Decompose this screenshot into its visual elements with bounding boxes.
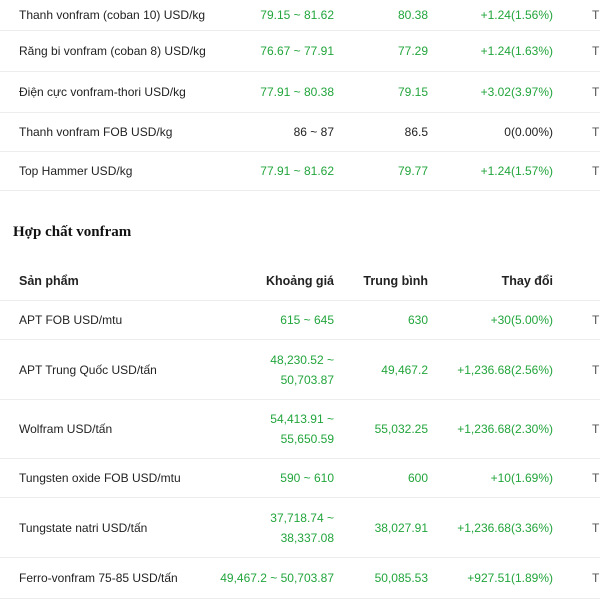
average-price: 38,027.91	[374, 520, 428, 535]
price-change: +1.24(1.63%)	[480, 44, 553, 58]
average-price: 600	[407, 471, 428, 485]
price-change: +30(5.00%)	[490, 313, 553, 327]
table-row[interactable]: APT FOB USD/mtu 615 ~ 645 630 +30(5.00%)…	[0, 301, 600, 340]
truncated-column: T	[592, 44, 600, 58]
product-name: Ferro-vonfram 75-85 USD/tấn	[19, 571, 178, 585]
price-range: 37,718.74 ~ 38,337.08	[270, 508, 334, 548]
table-row[interactable]: Điện cực vonfram-thori USD/kg 77.91 ~ 80…	[0, 72, 600, 113]
truncated-column: T	[592, 125, 600, 139]
truncated-column: T	[592, 8, 600, 22]
truncated-column: T	[592, 520, 600, 535]
section-title: Hợp chất vonfram	[13, 224, 132, 240]
price-range: 77.91 ~ 80.38	[260, 85, 334, 99]
table-row[interactable]: Ferro-vonfram 75-85 USD/tấn 49,467.2 ~ 5…	[0, 558, 600, 599]
price-change: +3.02(3.97%)	[480, 85, 553, 99]
price-change: 0(0.00%)	[504, 125, 553, 139]
price-change: +927.51(1.89%)	[467, 571, 553, 585]
column-header-change: Thay đổi	[501, 274, 553, 288]
price-range-line1: 37,718.74 ~	[270, 510, 334, 525]
product-name: APT Trung Quốc USD/tấn	[19, 362, 157, 377]
price-change: +10(1.69%)	[490, 471, 553, 485]
truncated-column: T	[592, 362, 600, 377]
average-price: 49,467.2	[381, 362, 428, 377]
product-name: Thanh vonfram (coban 10) USD/kg	[19, 8, 206, 22]
price-range: 48,230.52 ~ 50,703.87	[270, 350, 334, 390]
average-price: 80.38	[397, 8, 428, 22]
table-header: Sản phẩm Khoảng giá Trung bình Thay đổi	[0, 262, 600, 301]
table-row[interactable]: Thanh vonfram (coban 10) USD/kg 79.15 ~ …	[0, 0, 600, 31]
product-name: APT FOB USD/mtu	[19, 313, 123, 327]
product-name: Tungsten oxide FOB USD/mtu	[19, 471, 181, 485]
price-change: +1,236.68(2.56%)	[457, 362, 553, 377]
price-range-line2: 50,703.87	[280, 372, 334, 387]
price-range: 590 ~ 610	[280, 471, 334, 485]
table-row[interactable]: Top Hammer USD/kg 77.91 ~ 81.62 79.77 +1…	[0, 152, 600, 191]
price-range-line2: 55,650.59	[280, 432, 334, 446]
price-change: +1,236.68(2.30%)	[457, 422, 553, 436]
price-range: 79.15 ~ 81.62	[260, 8, 334, 22]
table-row[interactable]: Tungsten oxide FOB USD/mtu 590 ~ 610 600…	[0, 459, 600, 498]
product-name: Top Hammer USD/kg	[19, 164, 133, 178]
average-price: 79.77	[397, 164, 428, 178]
average-price: 86.5	[404, 125, 428, 139]
truncated-column: T	[592, 471, 600, 485]
price-range: 615 ~ 645	[280, 313, 334, 327]
truncated-column: T	[592, 422, 600, 436]
price-range-line1: 48,230.52 ~	[270, 352, 334, 367]
product-name: Tungstate natri USD/tấn	[19, 520, 148, 535]
table-row[interactable]: APT Trung Quốc USD/tấn 48,230.52 ~ 50,70…	[0, 340, 600, 400]
product-name: Răng bi vonfram (coban 8) USD/kg	[19, 44, 206, 58]
column-header-product: Sản phẩm	[19, 274, 79, 288]
price-range: 77.91 ~ 81.62	[260, 164, 334, 178]
product-name: Wolfram USD/tấn	[19, 422, 113, 436]
truncated-column: T	[592, 85, 600, 99]
average-price: 630	[407, 313, 428, 327]
average-price: 50,085.53	[374, 571, 428, 585]
price-range: 49,467.2 ~ 50,703.87	[220, 571, 334, 585]
table-row[interactable]: Thanh vonfram FOB USD/kg 86 ~ 87 86.5 0(…	[0, 113, 600, 152]
truncated-column: T	[592, 313, 600, 327]
price-range-line2: 38,337.08	[280, 530, 334, 545]
average-price: 79.15	[397, 85, 428, 99]
table-row[interactable]: Wolfram USD/tấn 54,413.91 ~ 55,650.59 55…	[0, 400, 600, 459]
column-header-range: Khoảng giá	[265, 274, 334, 288]
average-price: 55,032.25	[374, 422, 428, 436]
truncated-column: T	[592, 164, 600, 178]
price-range: 76.67 ~ 77.91	[260, 44, 334, 58]
average-price: 77.29	[397, 44, 428, 58]
price-change: +1.24(1.57%)	[480, 164, 553, 178]
product-name: Điện cực vonfram-thori USD/kg	[19, 85, 186, 99]
price-range-line1: 54,413.91 ~	[270, 412, 334, 426]
price-change: +1.24(1.56%)	[480, 8, 553, 22]
price-range: 54,413.91 ~ 55,650.59	[270, 409, 334, 449]
price-change: +1,236.68(3.36%)	[457, 520, 553, 535]
table-row[interactable]: Tungstate natri USD/tấn 37,718.74 ~ 38,3…	[0, 498, 600, 558]
truncated-column: T	[592, 571, 600, 585]
column-header-average: Trung bình	[363, 274, 428, 288]
price-range: 86 ~ 87	[293, 125, 334, 139]
table-row[interactable]: Răng bi vonfram (coban 8) USD/kg 76.67 ~…	[0, 31, 600, 72]
product-name: Thanh vonfram FOB USD/kg	[19, 125, 173, 139]
